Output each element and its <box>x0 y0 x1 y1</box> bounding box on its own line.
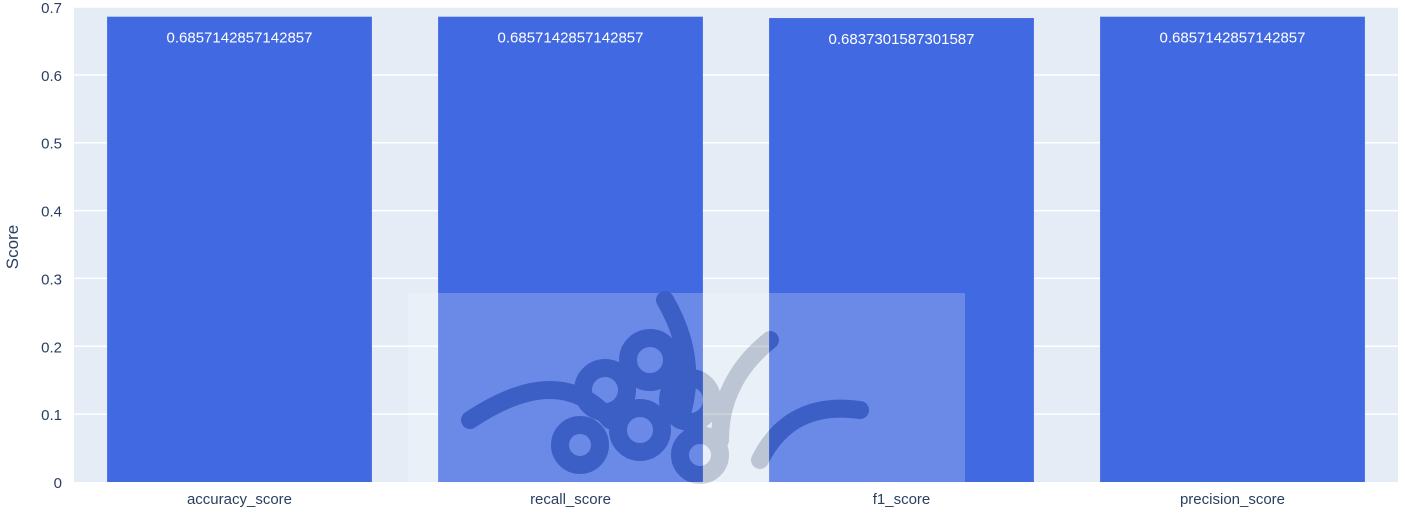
y-tick-label: 0.4 <box>41 204 62 221</box>
ornamental-star-watermark-icon <box>408 291 965 484</box>
y-tick-label: 0 <box>54 475 62 492</box>
bar-f1-score <box>769 18 1034 482</box>
bars <box>107 16 1365 482</box>
bar-accuracy-score <box>107 16 372 482</box>
y-tick-label: 0.6 <box>41 68 62 85</box>
y-tick-label: 0.5 <box>41 136 62 153</box>
x-tick-label: precision_score <box>1180 491 1285 508</box>
y-tick-label: 0.3 <box>41 271 62 288</box>
bar-recall-score <box>438 16 703 482</box>
x-axis: accuracy_score recall_score f1_score precis… <box>187 491 1285 508</box>
x-tick-label: recall_score <box>530 491 611 508</box>
bar-value-label: 0.6857142857142857 <box>498 30 644 47</box>
value-labels: 0.6857142857142857 0.6857142857142857 0.68… <box>167 30 1306 48</box>
y-tick-label: 0.1 <box>41 407 62 424</box>
bar-value-label: 0.6837301587301587 <box>829 31 975 48</box>
y-axis-title: Score <box>3 225 22 269</box>
y-tick-label: 0.2 <box>41 339 62 356</box>
bar-value-label: 0.6857142857142857 <box>1160 30 1306 47</box>
y-tick-label: 0.7 <box>41 0 62 17</box>
bar-value-label: 0.6857142857142857 <box>167 30 313 47</box>
x-tick-label: f1_score <box>873 491 931 508</box>
bar-precision-score <box>1100 16 1365 482</box>
y-axis: 0 0.1 0.2 0.3 0.4 0.5 0.6 0.7 <box>41 0 62 492</box>
x-tick-label: accuracy_score <box>187 491 292 508</box>
